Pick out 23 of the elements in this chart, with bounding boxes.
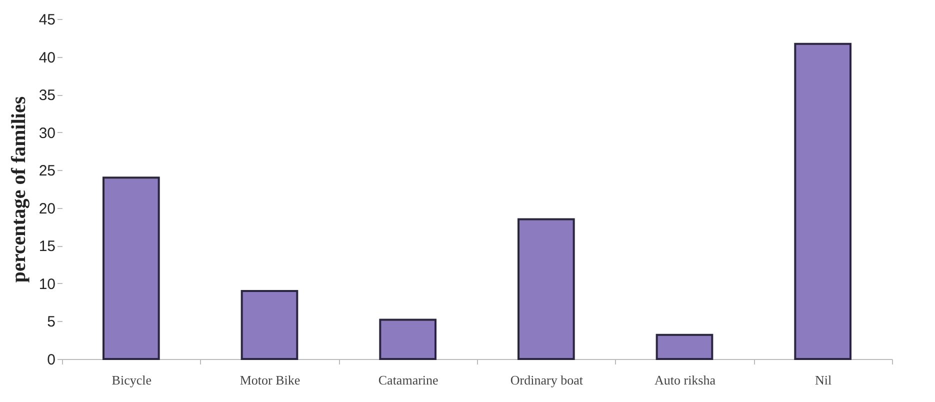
x-tick-label: Auto riksha [654, 372, 716, 388]
x-tick-label: Nil [815, 372, 832, 388]
x-tick-label: Catamarine [378, 372, 439, 388]
bar [518, 218, 575, 360]
bar [794, 42, 852, 360]
y-tick-label: 30 [38, 124, 56, 142]
bar [379, 318, 436, 360]
y-tick-label: 5 [47, 314, 56, 331]
x-tick-label: Bicycle [112, 372, 152, 388]
bar [102, 176, 160, 360]
y-tick-label: 25 [38, 162, 56, 180]
bar [240, 290, 298, 360]
y-axis-title: percentage of families [8, 96, 30, 283]
y-tick-label: 20 [38, 200, 56, 218]
y-tick-label: 10 [38, 276, 56, 293]
bar [656, 334, 714, 360]
y-tick-label: 40 [38, 49, 56, 66]
y-tick-label: 35 [38, 87, 56, 104]
y-tick-label: 0 [47, 352, 56, 368]
x-tick-label: Motor Bike [240, 372, 300, 388]
y-tick-label: 15 [38, 238, 56, 256]
y-tick-label: 45 [38, 12, 56, 28]
x-tick-label: Ordinary boat [510, 372, 584, 388]
